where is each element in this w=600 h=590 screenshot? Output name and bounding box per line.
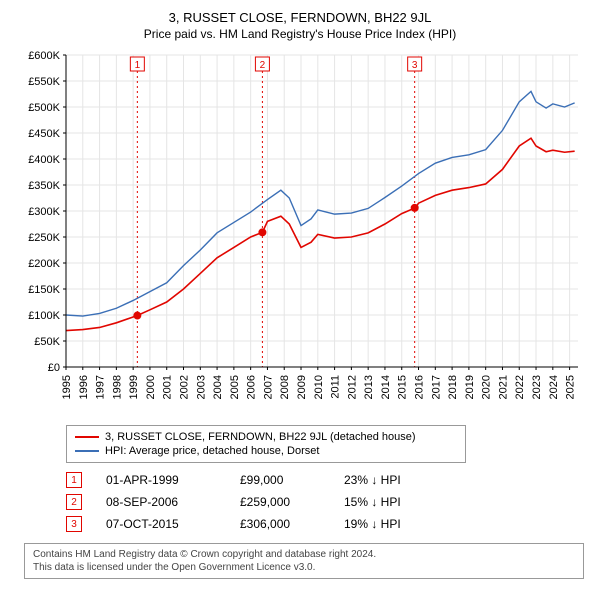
transaction-price: £99,000 [240, 473, 320, 487]
svg-text:2013: 2013 [363, 375, 375, 399]
svg-text:2024: 2024 [548, 375, 560, 399]
legend-row: 3, RUSSET CLOSE, FERNDOWN, BH22 9JL (det… [75, 430, 457, 444]
legend-label: 3, RUSSET CLOSE, FERNDOWN, BH22 9JL (det… [105, 431, 416, 443]
footer-line-1: Contains HM Land Registry data © Crown c… [33, 548, 575, 561]
svg-text:1997: 1997 [95, 375, 107, 399]
transaction-date: 08-SEP-2006 [106, 495, 216, 509]
legend: 3, RUSSET CLOSE, FERNDOWN, BH22 9JL (det… [66, 425, 466, 463]
svg-text:3: 3 [412, 60, 418, 71]
svg-text:£200K: £200K [28, 258, 60, 270]
transactions-table: 1 01-APR-1999 £99,000 23% ↓ HPI 2 08-SEP-2006… [66, 469, 588, 535]
legend-row: HPI: Average price, detached house, Dors… [75, 444, 457, 458]
svg-text:2020: 2020 [481, 375, 493, 399]
svg-text:£350K: £350K [28, 180, 60, 192]
legend-label: HPI: Average price, detached house, Dors… [105, 445, 319, 457]
svg-text:2004: 2004 [212, 375, 224, 399]
transaction-row: 2 08-SEP-2006 £259,000 15% ↓ HPI [66, 491, 588, 513]
svg-text:£100K: £100K [28, 310, 60, 322]
chart-title: 3, RUSSET CLOSE, FERNDOWN, BH22 9JL [12, 10, 588, 25]
transaction-marker: 3 [66, 516, 82, 532]
chart-subtitle: Price paid vs. HM Land Registry's House … [12, 27, 588, 41]
chart-container: 3, RUSSET CLOSE, FERNDOWN, BH22 9JL Pric… [0, 0, 600, 587]
svg-text:2008: 2008 [279, 375, 291, 399]
svg-text:2009: 2009 [296, 375, 308, 399]
svg-text:£550K: £550K [28, 76, 60, 88]
svg-text:£150K: £150K [28, 284, 60, 296]
svg-text:£600K: £600K [28, 50, 60, 62]
svg-text:2000: 2000 [145, 375, 157, 399]
transaction-marker: 1 [66, 472, 82, 488]
line-chart-svg: 1 2 3 £0 £50K £100K £150K £200K £250K £300K £350K £… [12, 49, 588, 419]
svg-text:2006: 2006 [246, 375, 258, 399]
svg-text:£500K: £500K [28, 102, 60, 114]
legend-swatch [75, 436, 99, 438]
svg-text:1999: 1999 [128, 375, 140, 399]
svg-text:2025: 2025 [565, 375, 577, 399]
svg-text:2015: 2015 [397, 375, 409, 399]
svg-text:2018: 2018 [447, 375, 459, 399]
transaction-price: £259,000 [240, 495, 320, 509]
svg-text:2003: 2003 [195, 375, 207, 399]
legend-swatch [75, 450, 99, 452]
svg-text:2017: 2017 [430, 375, 442, 399]
svg-text:2019: 2019 [464, 375, 476, 399]
svg-text:£450K: £450K [28, 128, 60, 140]
transaction-diff: 19% ↓ HPI [344, 517, 434, 531]
svg-text:£400K: £400K [28, 154, 60, 166]
svg-text:2021: 2021 [497, 375, 509, 399]
svg-text:2: 2 [260, 60, 266, 71]
svg-text:2005: 2005 [229, 375, 241, 399]
svg-text:2001: 2001 [162, 375, 174, 399]
svg-text:2023: 2023 [531, 375, 543, 399]
footer-attribution: Contains HM Land Registry data © Crown c… [24, 543, 584, 579]
transaction-diff: 15% ↓ HPI [344, 495, 434, 509]
svg-text:2014: 2014 [380, 375, 392, 399]
svg-text:2007: 2007 [262, 375, 274, 399]
svg-text:2016: 2016 [414, 375, 426, 399]
transaction-date: 01-APR-1999 [106, 473, 216, 487]
svg-text:2012: 2012 [346, 375, 358, 399]
svg-text:1996: 1996 [78, 375, 90, 399]
svg-text:1: 1 [135, 60, 141, 71]
svg-text:1998: 1998 [111, 375, 123, 399]
footer-line-2: This data is licensed under the Open Gov… [33, 561, 575, 574]
svg-text:2002: 2002 [179, 375, 191, 399]
transaction-date: 07-OCT-2015 [106, 517, 216, 531]
svg-text:£0: £0 [48, 362, 60, 374]
svg-text:2010: 2010 [313, 375, 325, 399]
svg-text:£300K: £300K [28, 206, 60, 218]
transaction-row: 3 07-OCT-2015 £306,000 19% ↓ HPI [66, 513, 588, 535]
svg-text:1995: 1995 [61, 375, 73, 399]
svg-text:2022: 2022 [514, 375, 526, 399]
transaction-price: £306,000 [240, 517, 320, 531]
chart-area: 1 2 3 £0 £50K £100K £150K £200K £250K £300K £350K £… [12, 49, 588, 419]
svg-text:£50K: £50K [34, 336, 60, 348]
svg-text:£250K: £250K [28, 232, 60, 244]
transaction-row: 1 01-APR-1999 £99,000 23% ↓ HPI [66, 469, 588, 491]
transaction-diff: 23% ↓ HPI [344, 473, 434, 487]
transaction-marker: 2 [66, 494, 82, 510]
svg-text:2011: 2011 [330, 375, 342, 399]
